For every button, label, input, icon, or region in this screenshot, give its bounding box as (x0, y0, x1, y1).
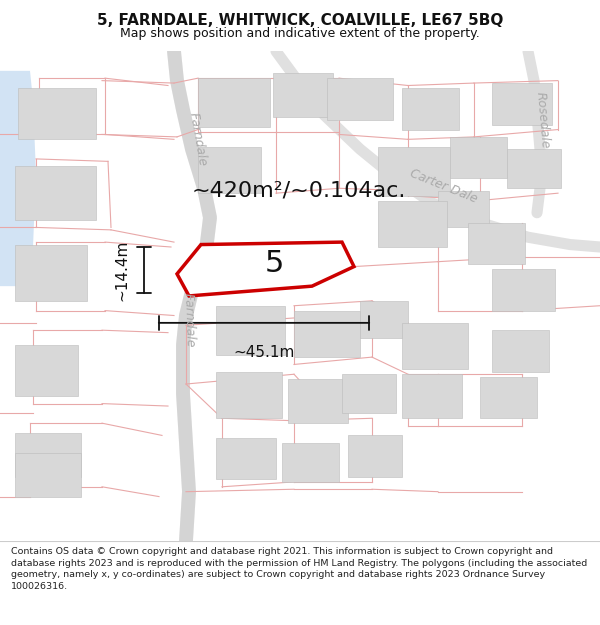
Text: ~45.1m: ~45.1m (233, 345, 295, 360)
Bar (438, 191, 489, 228)
Bar (15, 166, 96, 220)
Bar (492, 83, 552, 124)
Text: 5, FARNDALE, WHITWICK, COALVILLE, LE67 5BQ: 5, FARNDALE, WHITWICK, COALVILLE, LE67 5… (97, 12, 503, 28)
Bar (273, 73, 333, 118)
Polygon shape (0, 71, 36, 286)
Bar (378, 147, 450, 196)
Bar (468, 222, 525, 264)
Text: Carter Dale: Carter Dale (409, 166, 479, 205)
Bar (15, 244, 87, 301)
Bar (402, 323, 468, 369)
Bar (348, 436, 402, 477)
Text: 5: 5 (265, 249, 284, 278)
Text: Rosedale: Rosedale (534, 91, 552, 149)
Text: ~14.4m: ~14.4m (114, 239, 129, 301)
Bar (15, 433, 81, 477)
Text: Map shows position and indicative extent of the property.: Map shows position and indicative extent… (120, 27, 480, 40)
Text: ~420m²/~0.104ac.: ~420m²/~0.104ac. (192, 181, 406, 201)
Text: Contains OS data © Crown copyright and database right 2021. This information is : Contains OS data © Crown copyright and d… (11, 548, 587, 591)
Bar (450, 137, 507, 179)
Bar (216, 372, 282, 418)
Text: Farndale: Farndale (182, 293, 197, 348)
Bar (216, 438, 276, 479)
Bar (492, 269, 555, 311)
Polygon shape (177, 242, 354, 296)
Bar (507, 149, 561, 188)
Bar (216, 306, 285, 354)
Bar (18, 88, 96, 139)
Bar (198, 78, 270, 127)
Bar (15, 345, 78, 396)
Bar (402, 374, 462, 418)
Bar (15, 452, 81, 497)
Bar (480, 377, 537, 418)
Bar (288, 379, 348, 423)
Bar (402, 88, 459, 129)
Bar (492, 330, 549, 372)
Bar (198, 147, 261, 193)
Bar (327, 78, 393, 120)
Bar (282, 442, 339, 482)
Text: Farndale: Farndale (187, 111, 209, 168)
Bar (360, 301, 408, 338)
Bar (378, 201, 447, 247)
Bar (294, 311, 360, 357)
Bar (342, 374, 396, 413)
